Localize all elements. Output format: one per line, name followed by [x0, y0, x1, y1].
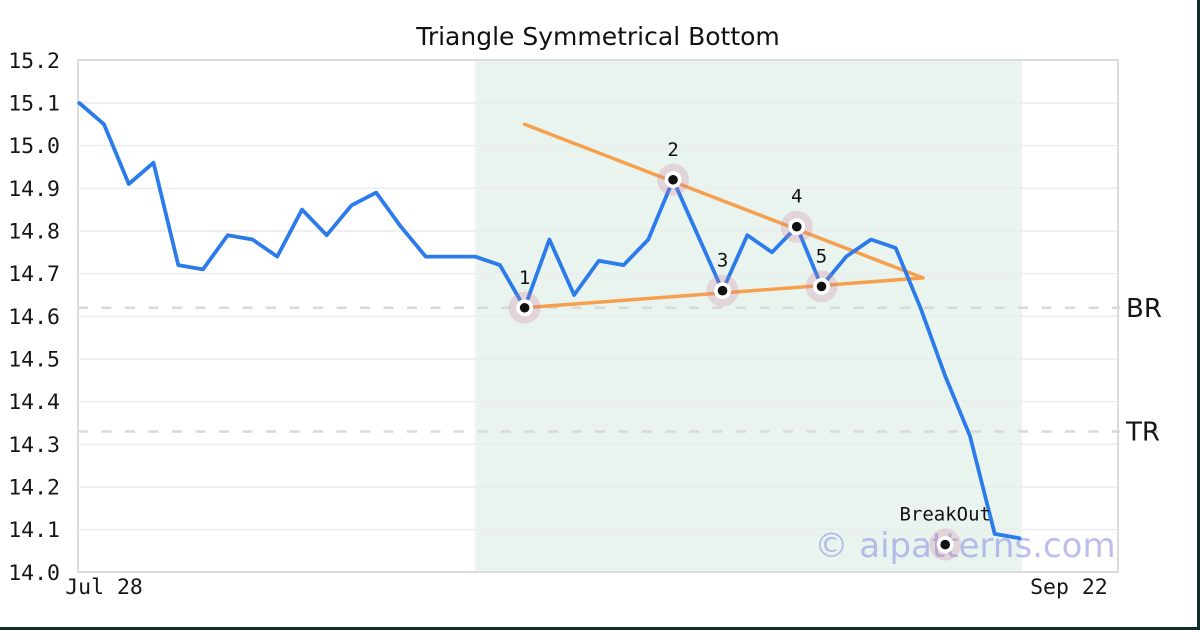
pattern-markers-layer: 1 2 3 4 5 BreakOut — [508, 139, 991, 561]
y-tick-label: 14.1 — [8, 518, 60, 543]
pattern-point-label: 5 — [816, 245, 827, 267]
y-tick-label: 14.9 — [8, 177, 60, 202]
breakout-dot — [940, 539, 950, 550]
pattern-point-dot — [668, 174, 678, 185]
bottom-edge-bar — [0, 627, 1200, 630]
y-tick-label: 14.0 — [8, 561, 60, 586]
pattern-point-label: 2 — [667, 139, 678, 161]
y-tick-label: 15.2 — [8, 49, 60, 74]
right-edge-bar — [1197, 0, 1200, 630]
chart-title: Triangle Symmetrical Bottom — [415, 22, 780, 51]
pattern-point-label: 1 — [519, 267, 530, 289]
pattern-point-dot — [816, 281, 827, 292]
price-line-layer — [77, 101, 1022, 541]
axis-ticks-layer: 15.2 15.1 15.0 14.9 14.8 14.7 14.6 14.5 14.4 14.3… — [8, 49, 1108, 600]
y-tick-label: 14.8 — [8, 219, 60, 244]
plot-border — [77, 59, 1119, 573]
price-line — [77, 101, 1022, 541]
pattern-point-dot — [519, 302, 530, 313]
y-tick-label: 15.0 — [8, 134, 60, 159]
pattern-point-dot — [717, 285, 728, 296]
pattern-point-label: 3 — [717, 250, 728, 272]
y-tick-label: 14.5 — [8, 347, 60, 372]
breakout-label: BreakOut — [899, 504, 991, 526]
pattern-point-dot — [791, 221, 802, 232]
level-lines-layer: BR TR — [78, 294, 1162, 447]
x-tick-label: Jul 28 — [65, 575, 143, 600]
y-tick-label: 15.1 — [8, 91, 60, 116]
watermark: © aipatterns.com — [814, 526, 1115, 566]
level-label: BR — [1126, 294, 1162, 324]
y-tick-label: 14.6 — [8, 305, 60, 330]
gridline-layer — [79, 59, 1117, 574]
pattern-point-label: 4 — [791, 186, 802, 208]
y-tick-label: 14.2 — [8, 475, 60, 500]
y-tick-label: 14.7 — [8, 262, 60, 287]
y-tick-label: 14.4 — [8, 390, 60, 415]
plot-border-layer — [77, 59, 1119, 573]
level-label: TR — [1125, 417, 1160, 447]
y-tick-label: 14.3 — [8, 433, 60, 458]
x-tick-label: Sep 22 — [1030, 575, 1108, 600]
upper-trendline — [522, 122, 925, 280]
